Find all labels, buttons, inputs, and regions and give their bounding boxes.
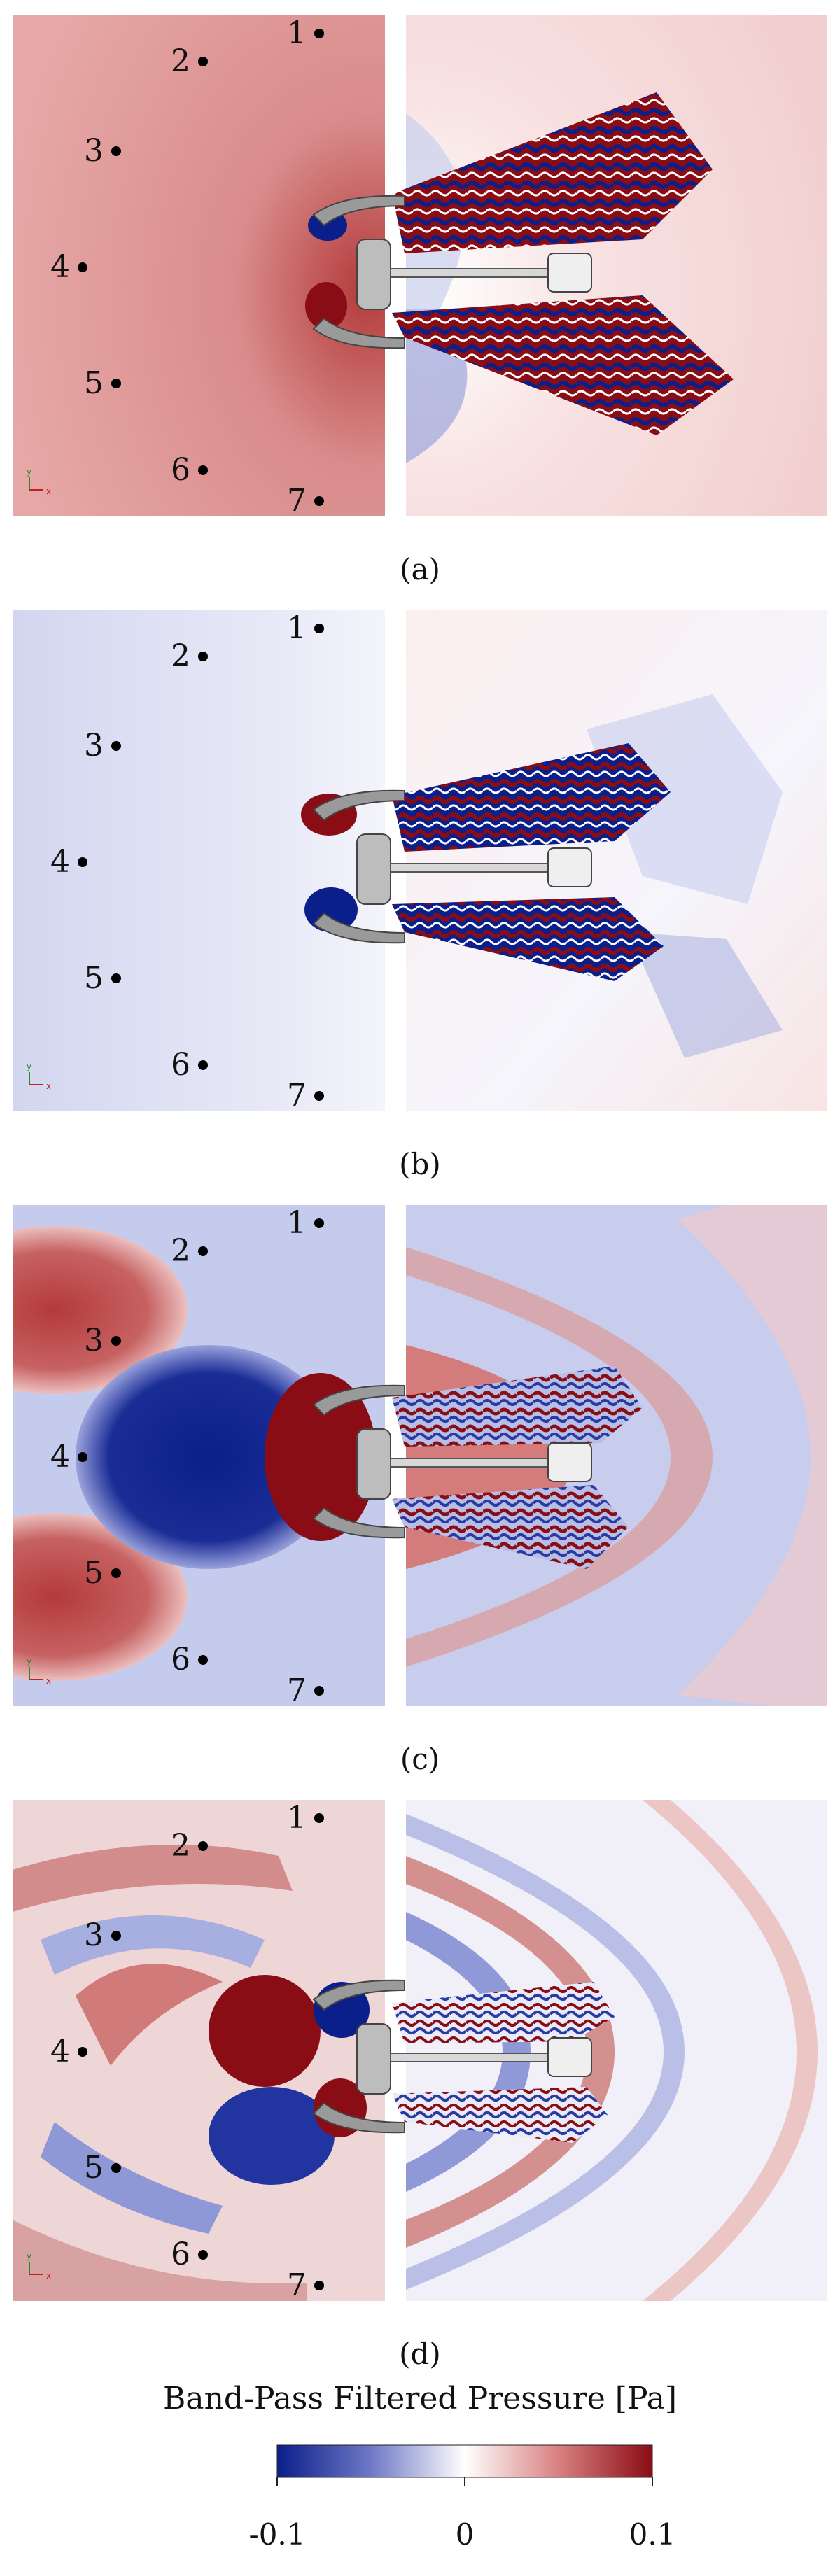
probe-5: 5 bbox=[84, 1555, 121, 1591]
svg-text:x: x bbox=[46, 2271, 51, 2281]
svg-text:3: 3 bbox=[84, 1917, 104, 1953]
svg-text:4: 4 bbox=[50, 844, 70, 880]
svg-text:5: 5 bbox=[84, 1555, 104, 1591]
probe-1: 1 bbox=[287, 15, 324, 51]
svg-text:5: 5 bbox=[84, 365, 104, 401]
svg-text:5: 5 bbox=[84, 960, 104, 996]
panel-a: 1 2 3 4 5 6 7 x y bbox=[13, 15, 827, 516]
caption-d: (d) bbox=[399, 2337, 441, 2371]
colorbar-title: Band-Pass Filtered Pressure [Pa] bbox=[163, 2381, 677, 2416]
svg-text:6: 6 bbox=[171, 1047, 190, 1083]
probe-5: 5 bbox=[84, 2150, 121, 2186]
panel-c-field bbox=[13, 1205, 827, 1706]
svg-text:2: 2 bbox=[171, 1233, 190, 1269]
axis-triad: x y bbox=[27, 467, 51, 496]
caption-a: (a) bbox=[400, 552, 440, 586]
svg-text:7: 7 bbox=[287, 1673, 307, 1706]
probe-3: 3 bbox=[84, 1323, 121, 1358]
probe-2: 2 bbox=[171, 1828, 208, 1864]
probe-2: 2 bbox=[171, 1233, 208, 1269]
colorbar-label-max: 0.1 bbox=[629, 2517, 676, 2552]
svg-text:y: y bbox=[27, 467, 31, 477]
svg-text:y: y bbox=[27, 1062, 31, 1071]
probe-4: 4 bbox=[50, 844, 88, 880]
svg-text:7: 7 bbox=[287, 2267, 307, 2301]
svg-text:6: 6 bbox=[171, 452, 190, 488]
svg-text:4: 4 bbox=[50, 2034, 70, 2069]
colorbar-gradient bbox=[276, 2444, 653, 2478]
svg-text:7: 7 bbox=[287, 1078, 307, 1111]
probe-6: 6 bbox=[171, 452, 208, 488]
svg-text:1: 1 bbox=[287, 15, 307, 51]
svg-text:6: 6 bbox=[171, 2237, 190, 2272]
svg-text:4: 4 bbox=[50, 1439, 70, 1474]
svg-text:3: 3 bbox=[84, 133, 104, 169]
probe-layer: 1 2 3 4 5 6 7 x y bbox=[27, 1800, 324, 2301]
panel-d: 1 2 3 4 5 6 7 x y bbox=[13, 1800, 827, 2301]
svg-text:7: 7 bbox=[287, 483, 307, 516]
caption-c: (c) bbox=[400, 1742, 440, 1776]
probe-1: 1 bbox=[287, 1205, 324, 1241]
probe-7: 7 bbox=[287, 1673, 324, 1706]
panel-c: 1 2 3 4 5 6 7 x y bbox=[13, 1205, 827, 1706]
hub-geometry bbox=[312, 195, 592, 349]
panel-b: 1 2 3 4 5 6 7 x y bbox=[13, 610, 827, 1111]
svg-text:1: 1 bbox=[287, 610, 307, 646]
probe-1: 1 bbox=[287, 610, 324, 646]
probe-6: 6 bbox=[171, 1047, 208, 1083]
probe-5: 5 bbox=[84, 365, 121, 401]
probe-layer: 1 2 3 4 5 6 7 x y bbox=[27, 15, 324, 516]
svg-text:2: 2 bbox=[171, 1828, 190, 1864]
probe-7: 7 bbox=[287, 2267, 324, 2301]
probe-4: 4 bbox=[50, 249, 88, 285]
panel-d-field bbox=[13, 1800, 827, 2301]
probe-4: 4 bbox=[50, 1439, 88, 1474]
svg-text:1: 1 bbox=[287, 1800, 307, 1836]
axis-triad: x y bbox=[27, 1656, 51, 1686]
panel-a-field bbox=[13, 15, 827, 516]
caption-b: (b) bbox=[399, 1147, 441, 1181]
probe-6: 6 bbox=[171, 1642, 208, 1677]
probe-layer: 1 2 3 4 5 6 7 x y bbox=[27, 610, 324, 1111]
probe-2: 2 bbox=[171, 43, 208, 79]
svg-text:y: y bbox=[27, 1656, 31, 1666]
svg-text:6: 6 bbox=[171, 1642, 190, 1677]
probe-7: 7 bbox=[287, 1078, 324, 1111]
probe-5: 5 bbox=[84, 960, 121, 996]
svg-text:3: 3 bbox=[84, 1323, 104, 1358]
colorbar-label-min: -0.1 bbox=[248, 2517, 306, 2552]
hub-geometry bbox=[312, 1384, 592, 1539]
probe-4: 4 bbox=[50, 2034, 88, 2069]
axis-triad: x y bbox=[27, 2251, 51, 2281]
svg-text:1: 1 bbox=[287, 1205, 307, 1241]
svg-text:4: 4 bbox=[50, 249, 70, 285]
probe-layer: 1 2 3 4 5 6 7 x y bbox=[27, 1205, 324, 1706]
svg-text:y: y bbox=[27, 2251, 31, 2261]
svg-text:2: 2 bbox=[171, 43, 190, 79]
svg-text:x: x bbox=[46, 1081, 51, 1091]
probe-6: 6 bbox=[171, 2237, 208, 2272]
probe-2: 2 bbox=[171, 638, 208, 674]
svg-text:3: 3 bbox=[84, 728, 104, 763]
hub-geometry bbox=[312, 789, 592, 944]
svg-text:5: 5 bbox=[84, 2150, 104, 2186]
probe-3: 3 bbox=[84, 728, 121, 763]
hub-geometry bbox=[312, 1979, 592, 2134]
svg-text:x: x bbox=[46, 486, 51, 496]
probe-7: 7 bbox=[287, 483, 324, 516]
axis-triad: x y bbox=[27, 1062, 51, 1091]
probe-3: 3 bbox=[84, 1917, 121, 1953]
colorbar bbox=[276, 2444, 653, 2486]
svg-text:x: x bbox=[46, 1676, 51, 1686]
probe-3: 3 bbox=[84, 133, 121, 169]
probe-1: 1 bbox=[287, 1800, 324, 1836]
panel-b-field bbox=[13, 610, 827, 1111]
svg-text:2: 2 bbox=[171, 638, 190, 674]
colorbar-label-mid: 0 bbox=[455, 2517, 475, 2552]
